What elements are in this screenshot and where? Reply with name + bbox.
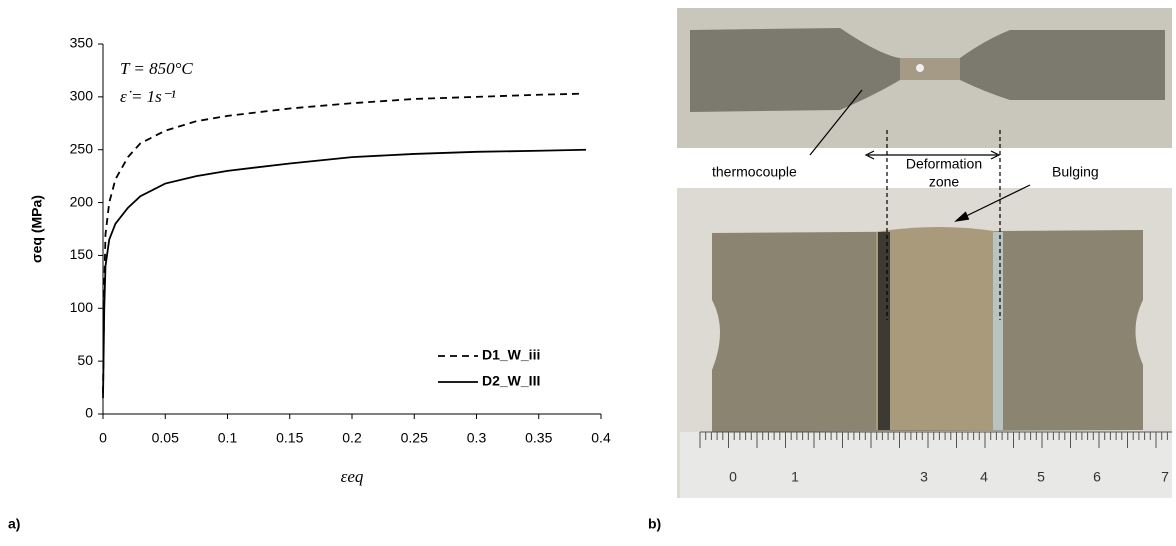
- x-tick-label: 0.3: [467, 430, 487, 446]
- photo-top: [677, 8, 1172, 148]
- line: [102, 148, 587, 399]
- x-tick-label: 0.05: [152, 430, 179, 446]
- x-tick-label: 0: [99, 430, 107, 446]
- x-tick-label: 0.25: [401, 430, 428, 446]
- y-tick-label: 150: [70, 246, 94, 262]
- callouts: [809, 89, 1031, 320]
- legend-label: D1_W_iii: [482, 347, 540, 363]
- y-tick-label: 0: [85, 405, 93, 421]
- y-tick-label: 100: [70, 299, 94, 315]
- x-tick-label: 0.2: [342, 430, 362, 446]
- annotation: ε̇ = 1s⁻¹: [120, 87, 176, 106]
- x-tick-label: 0.4: [591, 430, 611, 446]
- y-axis-label: σeq (MPa): [29, 195, 45, 263]
- y-tick-label: 300: [70, 88, 94, 104]
- photo-label: thermocouple: [712, 164, 797, 180]
- ruler-label: 3: [920, 469, 928, 485]
- ruler-label: 4: [980, 469, 988, 485]
- y-tick-label: 350: [70, 35, 94, 51]
- photo-label: Bulging: [1052, 164, 1099, 180]
- x-tick-label: 0.35: [525, 430, 552, 446]
- y-tick-label: 250: [70, 140, 94, 156]
- ruler-label: 5: [1037, 469, 1045, 485]
- panel-label: b): [648, 516, 661, 532]
- line: [102, 92, 583, 393]
- x-tick-label: 0.15: [276, 430, 303, 446]
- ruler-label: 1: [791, 469, 799, 485]
- ruler-label: 7: [1161, 469, 1169, 485]
- photo-label: Deformation: [906, 156, 982, 172]
- photo-label: zone: [929, 174, 960, 190]
- ruler-label: 6: [1093, 469, 1101, 485]
- legend-label: D2_W_III: [482, 373, 540, 389]
- y-tick-label: 200: [70, 193, 94, 209]
- x-tick-label: 0.1: [218, 430, 238, 446]
- photo-bottom: [677, 188, 1172, 498]
- x-axis-label: εeq: [341, 467, 364, 486]
- y-tick-label: 50: [77, 352, 93, 368]
- ruler-label: 0: [729, 469, 737, 485]
- panel-label: a): [8, 516, 20, 532]
- annotation: T = 850°C: [120, 59, 193, 78]
